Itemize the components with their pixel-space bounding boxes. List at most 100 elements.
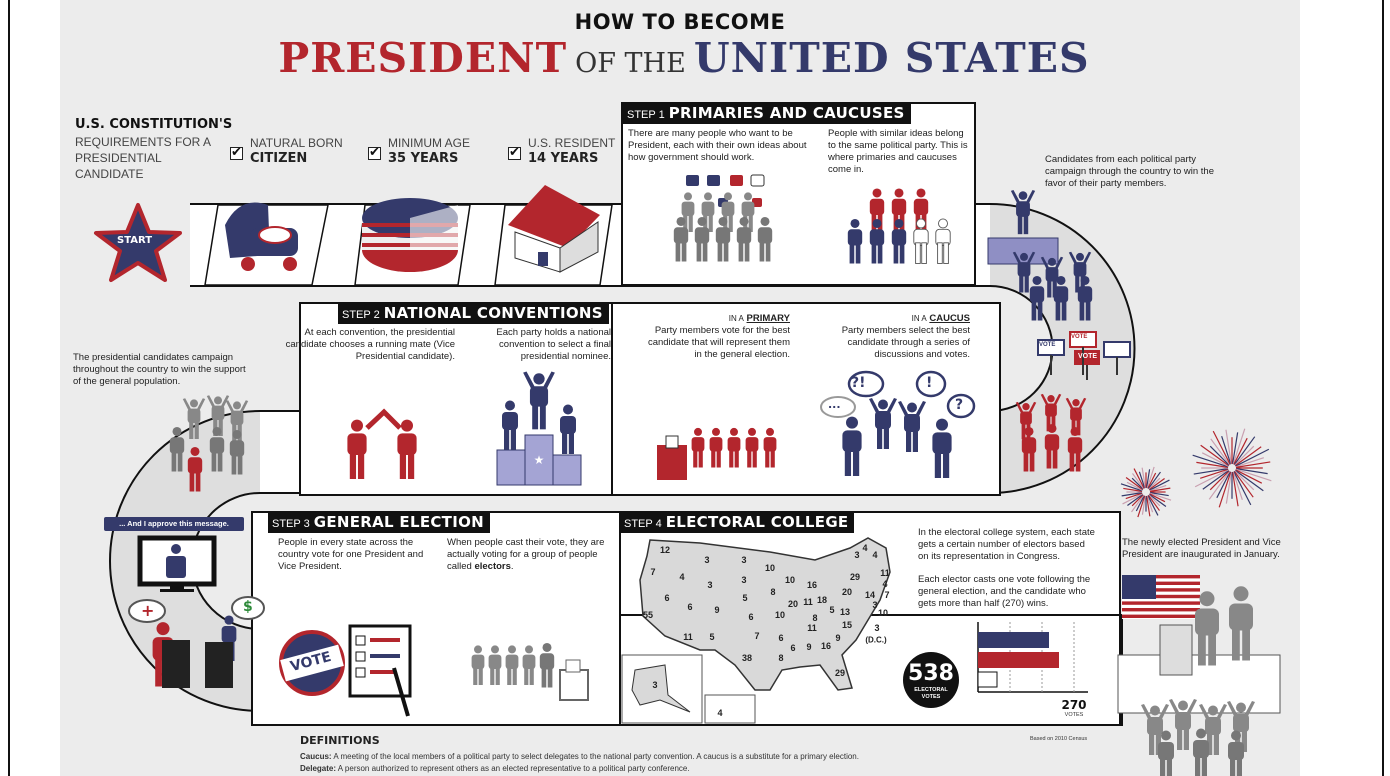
flag-stripe xyxy=(1122,594,1200,599)
fireworks-icon xyxy=(1120,428,1272,518)
ballot-checklist-icon xyxy=(348,624,412,717)
chart-bar-empty xyxy=(977,671,998,688)
state-elector-count: 8 xyxy=(770,587,776,597)
electoral-votes-chart xyxy=(977,622,1088,693)
step2-text-convention: Each party holds a national convention t… xyxy=(496,327,611,362)
step4-text-electors: In the electoral college system, each st… xyxy=(918,527,1095,562)
voters-line-icon xyxy=(471,642,589,701)
state-elector-count: 7 xyxy=(650,567,656,577)
step3-text-electors: When people cast their vote, they are ac… xyxy=(447,537,605,572)
electoral-total-badge xyxy=(903,652,959,708)
state-elector-count: 6 xyxy=(778,633,784,643)
house-icon xyxy=(494,185,613,286)
state-elector-count: 4 xyxy=(872,550,878,560)
alaska-map xyxy=(631,664,691,713)
step1-label: STEP 1 PRIMARIES AND CAUCUSES xyxy=(623,103,911,124)
vote-sign-label: VOTE xyxy=(1071,334,1088,340)
state-elector-count: 10 xyxy=(774,610,786,620)
title-of-the: OF THE xyxy=(575,48,686,79)
state-elector-count: 4 xyxy=(882,579,888,589)
state-elector-count: 4 xyxy=(679,572,685,582)
inauguration-icon xyxy=(1117,586,1281,776)
state-elector-count: 9 xyxy=(714,605,720,615)
state-elector-count: 16 xyxy=(806,580,818,590)
threshold-votes-label: VOTES xyxy=(1064,712,1084,718)
requirements-heading: U.S. CONSTITUTION'S xyxy=(75,117,233,132)
checkbox-icon: ✔ xyxy=(368,145,381,160)
primary-ballot-icon xyxy=(657,427,777,480)
state-elector-count: 3 xyxy=(704,555,710,565)
vote-sign-label: VOTE xyxy=(1078,353,1098,360)
step4-label: STEP 4 ELECTORAL COLLEGE xyxy=(620,512,855,533)
caucus-bubble-text: ... xyxy=(828,398,841,411)
debate-podiums-icon xyxy=(128,596,265,688)
chart-bar-blue xyxy=(978,632,1049,648)
state-elector-count: 18 xyxy=(816,595,828,605)
threshold-votes: 270 xyxy=(1061,698,1087,712)
state-elector-count: 3 xyxy=(652,680,658,690)
baby-carriage-icon xyxy=(204,202,329,286)
start-star-icon xyxy=(94,203,182,282)
state-elector-count: 9 xyxy=(835,633,841,643)
firework-burst xyxy=(1120,466,1172,518)
title-president: PRESIDENT xyxy=(278,34,568,82)
requirement-age: ✔ MINIMUM AGE 35 YEARS xyxy=(368,136,471,166)
state-elector-count: 6 xyxy=(664,593,670,603)
firework-burst xyxy=(1192,428,1272,508)
money-dollar-icon: $ xyxy=(243,599,253,615)
flag-stripe xyxy=(1122,608,1200,612)
caucus-description: IN A CAUCUS Party members select the best… xyxy=(841,313,970,360)
checkbox-icon: ✔ xyxy=(230,145,243,160)
state-elector-count: 10 xyxy=(764,563,776,573)
caucus-bubble-text: ?! xyxy=(851,375,866,391)
svg-text:★: ★ xyxy=(534,453,545,467)
state-elector-count: 9 xyxy=(806,642,812,652)
state-elector-count: 12 xyxy=(659,545,671,555)
state-elector-count: 29 xyxy=(834,668,846,678)
state-elector-count: 11 xyxy=(803,597,813,607)
electoral-total: 538 xyxy=(908,661,954,686)
vote-sign-label: VOTE xyxy=(1039,342,1056,348)
start-label: START xyxy=(117,235,153,246)
state-elector-count: 11 xyxy=(880,568,890,578)
state-elector-count: 20 xyxy=(841,587,853,597)
state-elector-count: 3 xyxy=(707,580,713,590)
definition-caucus: Caucus: A meeting of the local members o… xyxy=(300,752,859,761)
state-elector-count: 5 xyxy=(742,593,748,603)
frame-right-border xyxy=(1382,0,1384,776)
step2-text-running-mate: At each convention, the presidential can… xyxy=(285,327,455,362)
state-elector-count: 55 xyxy=(642,610,654,620)
flag-stripe xyxy=(1122,601,1200,605)
vote-button-icon xyxy=(279,630,345,696)
frame-left-border xyxy=(8,0,10,776)
campaign-ad-caption: ... And I approve this message. xyxy=(104,517,244,531)
caucus-discussion-icon xyxy=(820,370,976,478)
state-elector-count: 3 xyxy=(741,555,747,565)
definition-delegate: Delegate: A person authorized to represe… xyxy=(300,764,690,773)
state-elector-count: 6 xyxy=(790,643,796,653)
state-elector-count: 10 xyxy=(784,575,796,585)
step4-text-majority: Each elector casts one vote following th… xyxy=(918,574,1091,609)
state-elector-count: 3 xyxy=(854,550,860,560)
step2-side-text: The presidential candidates campaign thr… xyxy=(73,352,246,387)
census-note: Based on 2010 Census xyxy=(1030,736,1088,742)
state-elector-count: 15 xyxy=(841,620,853,630)
state-elector-count: 11 xyxy=(683,632,693,642)
step1-side-text: Candidates from each political party cam… xyxy=(1045,154,1214,189)
page-title: PRESIDENT OF THE UNITED STATES xyxy=(0,34,1368,82)
definitions-heading: DEFINITIONS xyxy=(300,734,380,747)
inauguration-text: The newly elected President and Vice Pre… xyxy=(1122,537,1281,560)
requirements-subheading: REQUIREMENTS FOR A PRESIDENTIAL CANDIDAT… xyxy=(75,135,211,181)
state-elector-count: 3 xyxy=(874,623,880,633)
us-electoral-map xyxy=(639,537,891,691)
birthday-cake-icon xyxy=(354,198,471,286)
caucus-bubble-text: ? xyxy=(955,397,964,413)
state-elector-count: 13 xyxy=(839,607,851,617)
requirement-citizen: ✔ NATURAL BORN CITIZEN xyxy=(230,136,343,166)
flag-stripe xyxy=(1122,581,1200,585)
state-elector-count: 8 xyxy=(812,613,818,623)
state-elector-count: 4 xyxy=(862,543,868,553)
step3-label: STEP 3 GENERAL ELECTION xyxy=(268,512,490,533)
requirement-residency: ✔ U.S. RESIDENT 14 YEARS xyxy=(508,136,616,166)
